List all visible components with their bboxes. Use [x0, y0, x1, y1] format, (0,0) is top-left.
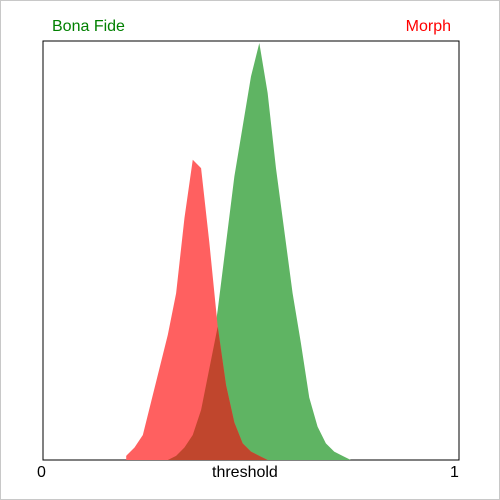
- x-tick-label-1: 1: [450, 464, 459, 481]
- x-tick-label-0: 0: [37, 464, 46, 481]
- series-bona-fide-area: [126, 43, 351, 460]
- legend-morph: Morph: [405, 18, 451, 35]
- x-axis-label: threshold: [212, 464, 278, 481]
- legend-bona-fide: Bona Fide: [52, 18, 125, 35]
- series-overlap-area: [126, 326, 351, 460]
- series-morph-area: [126, 159, 351, 460]
